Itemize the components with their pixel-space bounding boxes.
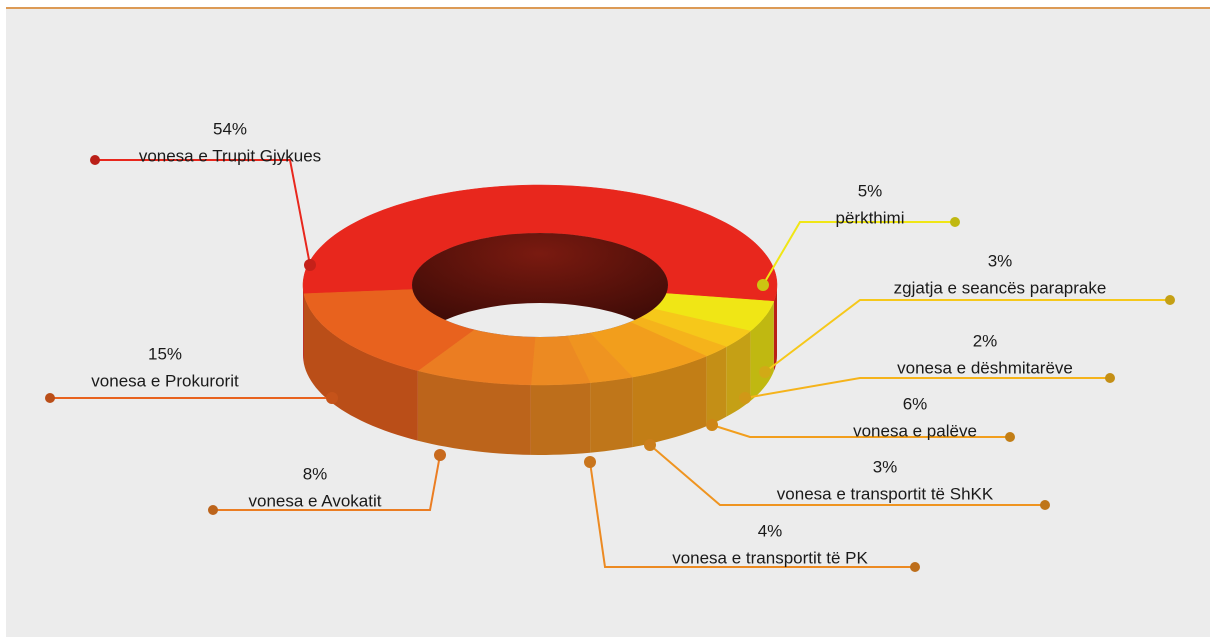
category-label: përkthimi (836, 208, 905, 227)
category-label: vonesa e Avokatit (249, 491, 382, 510)
category-label: zgjatja e seancës paraprake (894, 278, 1107, 297)
leader-dot (739, 392, 751, 404)
value-label: 5% (858, 181, 883, 200)
slice-side (303, 293, 418, 441)
leader-line (711, 424, 1010, 438)
slice-side (773, 285, 777, 372)
leader-dot (208, 505, 218, 515)
leader-dot (326, 392, 338, 404)
leader-line (213, 454, 441, 511)
value-label: 3% (988, 251, 1013, 270)
slice-side (632, 356, 707, 448)
slice-side (303, 285, 304, 364)
category-label: vonesa e transportit të PK (672, 548, 868, 567)
leader-line (589, 461, 915, 568)
leader-dot (910, 562, 920, 572)
value-label: 2% (973, 331, 998, 350)
value-label: 6% (903, 394, 928, 413)
value-label: 15% (148, 344, 182, 363)
slice-side (530, 382, 591, 455)
category-label: vonesa e Prokurorit (91, 371, 239, 390)
slice-side (590, 377, 633, 453)
leader-dot (644, 439, 656, 451)
leader-dot (304, 259, 316, 271)
leader-line (762, 221, 955, 286)
donut-sides (303, 285, 777, 455)
leader-line (649, 444, 1045, 506)
hole-floor (412, 303, 668, 337)
category-label: vonesa e dëshmitarëve (897, 358, 1073, 377)
value-label: 3% (873, 457, 898, 476)
leader-dot (90, 155, 100, 165)
leader-line (744, 377, 1110, 399)
donut-hole (412, 233, 668, 337)
leader-dot (1105, 373, 1115, 383)
leader-dot (584, 456, 596, 468)
leader-dot (950, 217, 960, 227)
leader-dot (45, 393, 55, 403)
leader-dot (759, 366, 771, 378)
category-label: vonesa e transportit të ShKK (777, 484, 994, 503)
leader-dot (1165, 295, 1175, 305)
value-label: 54% (213, 119, 247, 138)
slice-side (417, 370, 531, 455)
value-label: 8% (303, 464, 328, 483)
leader-dot (1005, 432, 1015, 442)
leader-line (764, 299, 1170, 373)
slice-side (706, 346, 727, 427)
leader-dot (757, 279, 769, 291)
category-label: vonesa e palëve (853, 421, 977, 440)
leader-line (95, 159, 311, 266)
labels: 54% vonesa e Trupit Gjykues 5% përkthimi 3% z… (45, 119, 1175, 572)
leader-dot (1040, 500, 1050, 510)
category-label: vonesa e Trupit Gjykues (139, 146, 321, 165)
leader-dot (434, 449, 446, 461)
value-label: 4% (758, 521, 783, 540)
donut-tops (302, 184, 778, 386)
leader-dot (706, 419, 718, 431)
